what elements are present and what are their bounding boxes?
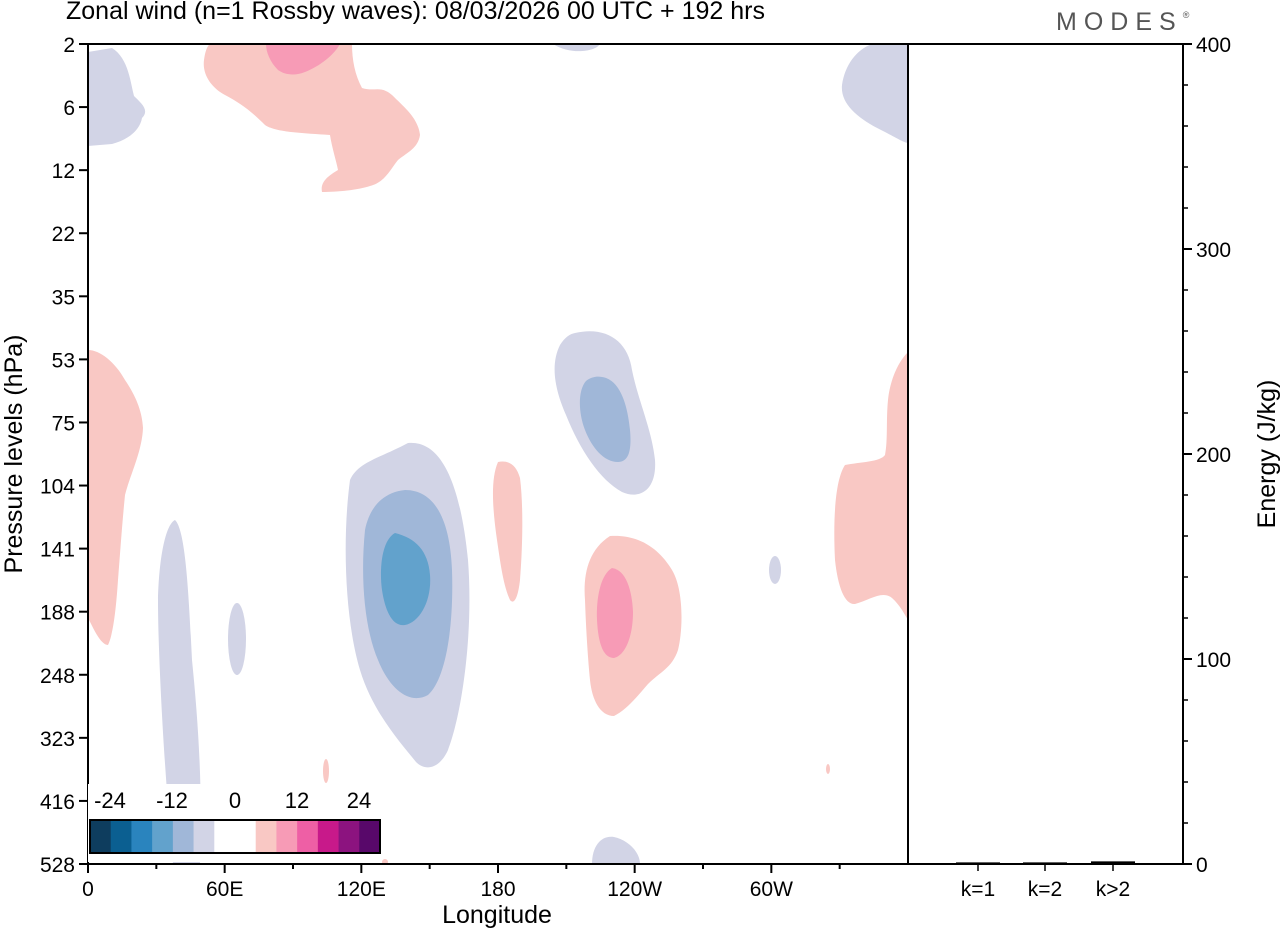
energy-category-label: k=1 — [961, 878, 995, 901]
contour-blob — [203, 44, 420, 192]
contour-blob — [769, 556, 781, 584]
colorbar-swatch — [131, 820, 153, 853]
contour-blob — [553, 44, 600, 52]
y-tick-label: 528 — [40, 854, 75, 877]
y-tick-label: 323 — [40, 728, 75, 751]
y-tick-label: 53 — [52, 349, 75, 372]
colorbar-label: 24 — [347, 788, 371, 813]
y-tick-label: 35 — [52, 286, 75, 309]
x-tick-label: 60W — [750, 878, 793, 901]
colorbar-swatch — [214, 820, 236, 853]
colorbar-swatch — [110, 820, 132, 853]
colorbar-swatch — [338, 820, 360, 853]
energy-tick-label: 0 — [1196, 854, 1208, 877]
logo-registered-mark: ® — [1182, 10, 1190, 20]
y-tick-label: 416 — [40, 791, 75, 814]
y-tick-label: 2 — [63, 34, 75, 57]
pressure-axis: 2 6 12 22 35 53 75 104 141 188 248 323 416 528 — [40, 34, 88, 877]
x-tick-label: 120E — [337, 878, 386, 901]
colorbar-swatch — [317, 820, 339, 853]
contour-blob — [323, 759, 329, 783]
y-tick-label: 6 — [63, 97, 75, 120]
energy-tick-label: 300 — [1196, 239, 1231, 262]
energy-bar — [1023, 862, 1067, 864]
contour-blob — [158, 520, 201, 864]
contour-blob — [492, 461, 523, 602]
contour-blob — [826, 764, 830, 774]
contour-positive-weak — [88, 44, 908, 864]
energy-bar — [956, 862, 1000, 864]
energy-bars: k=1 k=2 k>2 — [956, 861, 1135, 901]
contour-blob — [88, 350, 143, 645]
energy-axis-title: Energy (J/kg) — [1253, 380, 1280, 529]
colorbar-label: -24 — [94, 788, 126, 813]
x-tick-label: 180 — [480, 878, 515, 901]
contour-blob — [579, 376, 631, 462]
contour-blob — [266, 44, 340, 75]
energy-category-label: k>2 — [1096, 878, 1130, 901]
colorbar-swatch — [152, 820, 174, 853]
contour-blob — [596, 568, 633, 658]
colorbar-label: 12 — [285, 788, 309, 813]
colorbar-swatch — [90, 820, 112, 853]
contour-blob — [380, 533, 431, 626]
logo-text: MODES — [1056, 8, 1183, 36]
colorbar-swatch — [255, 820, 277, 853]
colorbar-frame — [89, 819, 381, 854]
y-tick-label: 22 — [52, 223, 75, 246]
colorbar-label: 0 — [229, 788, 241, 813]
colorbar-legend: -24 -12 0 12 24 — [88, 784, 382, 862]
energy-tick-label: 200 — [1196, 444, 1231, 467]
colorbar-swatch — [235, 820, 257, 853]
contour-blob — [382, 859, 388, 864]
y-tick-label: 188 — [40, 602, 75, 625]
contour-negative-strong — [380, 533, 431, 626]
colorbar-swatch — [193, 820, 215, 853]
x-axis-title: Longitude — [442, 901, 552, 929]
x-tick-label: 60E — [206, 878, 243, 901]
contour-blob — [228, 603, 246, 675]
energy-axis: 0 100 200 300 400 — [1183, 34, 1231, 877]
energy-category-label: k=2 — [1028, 878, 1062, 901]
y-tick-label: 141 — [40, 539, 75, 562]
contour-negative-weak — [88, 44, 908, 864]
y-tick-label: 12 — [52, 160, 75, 183]
contour-blob — [88, 48, 146, 146]
contour-blob — [841, 44, 908, 143]
y-tick-label: 104 — [40, 476, 75, 499]
contour-field — [88, 44, 908, 864]
x-tick-label: 0 — [82, 878, 94, 901]
colorbar-label: -12 — [156, 788, 188, 813]
energy-tick-label: 400 — [1196, 34, 1231, 57]
contour-blob — [834, 352, 908, 620]
y-axis-title: Pressure levels (hPa) — [0, 335, 28, 574]
contour-positive-moderate — [266, 44, 633, 658]
y-tick-label: 248 — [40, 665, 75, 688]
chart-title: Zonal wind (n=1 Rossby waves): 08/03/202… — [66, 0, 765, 25]
colorbar-swatch — [297, 820, 319, 853]
main-plot-frame — [87, 43, 909, 865]
energy-tick-label: 100 — [1196, 649, 1231, 672]
colorbar-swatch — [276, 820, 298, 853]
energy-bar — [1091, 861, 1135, 864]
modes-logo: MODES® — [1056, 8, 1189, 37]
longitude-axis: 0 60E 120E 180 120W 60W — [82, 864, 841, 901]
y-tick-label: 75 — [52, 412, 75, 435]
x-tick-label: 120W — [607, 878, 662, 901]
colorbar-swatch — [172, 820, 194, 853]
contour-blob — [592, 836, 640, 864]
colorbar-swatch — [359, 820, 381, 853]
